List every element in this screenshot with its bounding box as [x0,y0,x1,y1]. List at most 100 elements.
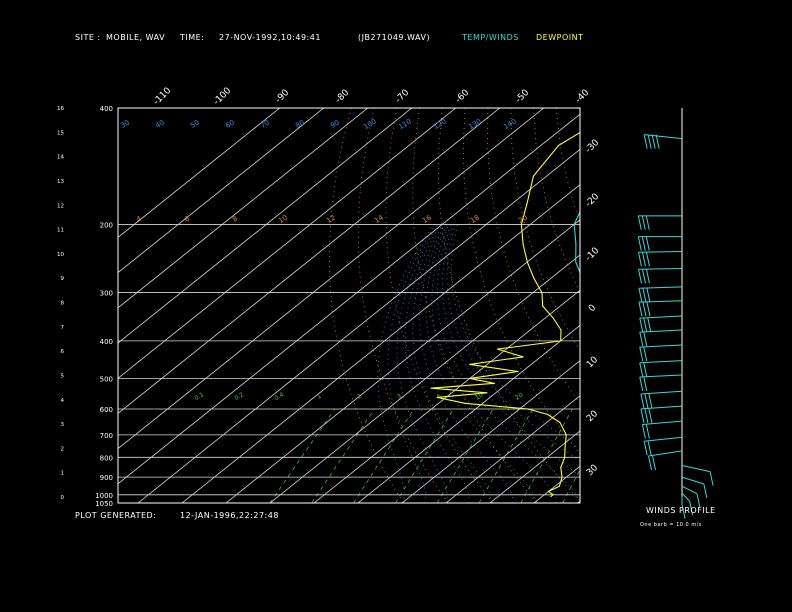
dry-adiabat-label: 8 [231,215,239,224]
dewpoint-point [520,223,523,226]
pressure-tick-label: 1000 [95,492,113,500]
wind-barb-flag [647,441,652,456]
site-label: SITE : [75,33,101,42]
dewpoint-point [541,291,543,294]
wind-barb-flag [639,376,644,392]
time-label: TIME: [180,33,205,42]
dewpoint-point [522,243,524,245]
moist-adiabat-label: 50 [189,119,201,130]
temperature-point [600,467,601,468]
wind-barb-flag [641,269,646,284]
wind-barb [638,300,683,317]
wind-barb-shaft [639,360,683,364]
dewpoint-point [469,377,471,379]
wind-barb [681,465,714,486]
wind-barb-shaft [681,492,690,502]
temperature-point [612,394,613,395]
isotherm [118,108,324,274]
dewpoint-point [552,494,554,496]
mixing-ratio-line [562,469,580,503]
isotherm [445,395,580,503]
wind-barb-flag [709,471,714,486]
wind-barb-flag [637,252,642,267]
mixing-ratio-label: 0.1 [193,391,205,402]
height-tick-label: 3 [61,422,65,428]
moist-adiabat-label: 60 [224,119,236,130]
wind-barb-shaft [639,344,683,348]
plot-area [118,108,792,503]
dry-adiabat [625,108,792,503]
dewpoint-point [532,175,535,177]
wind-barb-shaft [642,420,683,426]
wind-barb-flag [637,236,642,251]
dewpoint-point [464,402,466,404]
wind-barb-shaft [640,390,683,395]
dewpoint-point [550,495,552,498]
dry-adiabat [738,108,792,503]
wind-barb-shaft [648,450,683,457]
isotherm [181,184,580,503]
temperature-point [604,457,605,458]
dry-adiabat [357,108,449,503]
dewpoint-point [594,123,595,124]
wind-barb-flag [641,424,646,439]
moist-adiabat-label: 100 [362,117,378,131]
wind-barb-flag [643,346,648,362]
temp-tick-right: -30 [584,138,602,156]
temp-tick-right: -20 [584,192,602,210]
temperature-point [604,340,605,341]
time-value: 27-NOV-1992,10:49:41 [219,33,321,42]
isotherm [118,113,580,485]
wind-barb-flag [645,215,650,230]
wind-barb-shaft [681,476,705,485]
temp-tick-right: 0 [587,303,598,314]
moist-adiabat [377,224,434,503]
temp-tick-top: -90 [274,88,292,106]
dewpoint-point [527,408,529,410]
temp-tick-top: -40 [574,88,592,106]
temp-tick-right: 10 [585,355,600,370]
wind-barb-shaft [681,465,711,473]
pressure-tick-label: 700 [100,432,113,440]
wind-barb [638,286,683,303]
temp-tick-right: -10 [584,246,602,264]
temperature-point [575,243,577,245]
wind-barb-flag [644,408,649,424]
wind-barb [643,134,683,149]
moist-adiabat-label: 70 [259,119,271,130]
wind-barb-flag [645,252,650,267]
dry-adiabat [533,108,580,294]
moist-adiabat-label: 110 [397,117,413,131]
isotherm [577,500,580,503]
wind-barb-flag [639,362,644,377]
wind-barb-shaft [638,300,683,303]
temp-tick-top: -50 [514,88,532,106]
dry-adiabat [693,108,792,503]
wind-barb-flag [642,302,647,317]
dewpoint-point [547,413,549,416]
dry-adiabat [761,108,792,503]
legend-temp-winds: TEMP/WINDS [462,33,519,42]
pressure-tick-label: 400 [100,338,113,346]
isotherm [118,108,456,379]
dry-adiabat [437,108,580,502]
pressure-tick-label: 600 [100,406,113,414]
dry-adiabat [602,108,792,503]
isotherm [118,108,280,238]
wind-barb-flag [641,215,646,230]
mixing-ratio-label: 0.4 [273,391,285,402]
mixing-ratio-label: 0.2 [233,391,245,402]
wind-barb-shaft [640,405,683,410]
pressure-tick-label: 400 [100,105,113,113]
wind-barb-flag [646,302,651,317]
isotherm [313,289,580,503]
height-tick-label: 14 [57,155,64,161]
temp-tick-top: -100 [212,86,234,108]
moist-adiabat-label: 120 [432,117,448,131]
moist-adiabat [431,224,557,503]
isotherm [225,219,580,503]
dewpoint-point [559,421,561,424]
dry-adiabat [647,108,792,503]
dewpoint-point [430,387,432,389]
wind-barb [639,315,683,333]
